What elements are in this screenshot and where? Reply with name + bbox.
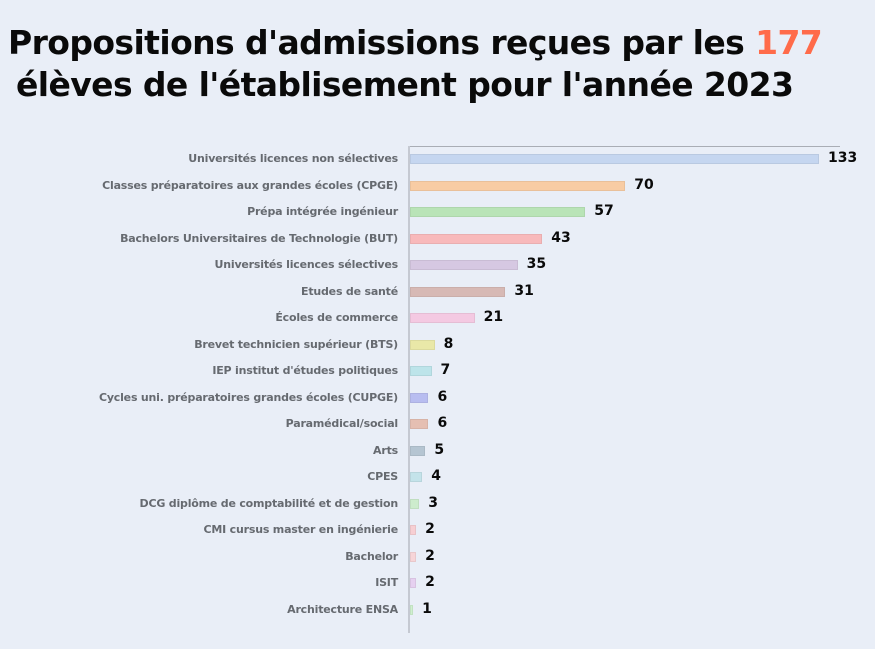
value-label: 21 bbox=[483, 309, 504, 325]
bar-row: DCG diplôme de comptabilité et de gestio… bbox=[0, 491, 875, 517]
category-label: Universités licences sélectives bbox=[214, 258, 399, 271]
category-label: CPES bbox=[367, 470, 398, 483]
bar-row: Classes préparatoires aux grandes écoles… bbox=[0, 173, 875, 199]
bar bbox=[410, 551, 417, 562]
category-label: Arts bbox=[373, 443, 398, 457]
bar-row: Bachelor 2 bbox=[0, 544, 875, 570]
bar-row: CPES 4 bbox=[0, 464, 875, 490]
bar bbox=[410, 260, 518, 270]
bar bbox=[410, 445, 426, 456]
bar bbox=[410, 525, 417, 535]
value-label: 1 bbox=[422, 600, 432, 617]
category-label: Bachelor bbox=[345, 549, 398, 563]
bar-row: ISIT 2 bbox=[0, 570, 875, 596]
value-label: 5 bbox=[434, 441, 445, 458]
category-label: Cycles uni. préparatoires grandes écoles… bbox=[98, 390, 398, 404]
category-label: Prépa intégrée ingénieur bbox=[247, 205, 398, 218]
bar bbox=[410, 154, 819, 164]
category-label: DCG diplôme de comptabilité et de gestio… bbox=[139, 496, 399, 510]
category-label: Universités licences non sélectives bbox=[188, 152, 398, 165]
value-label: 4 bbox=[431, 468, 442, 484]
value-label: 2 bbox=[425, 521, 435, 537]
category-label: IEP institut d'études politiques bbox=[212, 364, 398, 377]
category-label: Classes préparatoires aux grandes écoles… bbox=[102, 178, 398, 192]
bar-row: Écoles de commerce 21 bbox=[0, 305, 875, 331]
bar-row: Universités licences sélectives 35 bbox=[0, 252, 875, 278]
bar bbox=[410, 578, 417, 588]
bar-row: Arts 5 bbox=[0, 438, 875, 464]
title-student-count: 177 bbox=[755, 23, 823, 62]
bar bbox=[410, 419, 429, 429]
bar bbox=[410, 233, 543, 244]
value-label: 2 bbox=[425, 574, 435, 590]
bar bbox=[410, 180, 626, 191]
value-label: 70 bbox=[634, 176, 654, 193]
category-label: Écoles de commerce bbox=[275, 311, 398, 324]
value-label: 31 bbox=[514, 282, 534, 299]
value-label: 133 bbox=[828, 150, 858, 166]
bar-row: Universités licences non sélectives 133 bbox=[0, 146, 875, 172]
value-label: 2 bbox=[425, 547, 435, 564]
bar-row: Architecture ENSA 1 bbox=[0, 597, 875, 623]
title-line1: Propositions d'admissions reçues par les bbox=[8, 23, 756, 62]
chart-top-border bbox=[408, 146, 840, 147]
bar bbox=[410, 472, 423, 482]
category-label: Brevet technicien supérieur (BTS) bbox=[194, 337, 398, 351]
bar-row: IEP institut d'études politiques 7 bbox=[0, 358, 875, 384]
bar-row: Brevet technicien supérieur (BTS) 8 bbox=[0, 332, 875, 358]
value-label: 43 bbox=[551, 229, 571, 246]
bar bbox=[410, 392, 429, 403]
bar bbox=[410, 207, 586, 217]
title-line2: élèves de l'établisement pour l'année 20… bbox=[16, 65, 794, 104]
bar bbox=[410, 313, 475, 323]
value-label: 7 bbox=[440, 362, 451, 378]
bar-row: Paramédical/social 6 bbox=[0, 411, 875, 437]
category-label: Bachelors Universitaires de Technologie … bbox=[120, 231, 398, 245]
category-label: Etudes de santé bbox=[301, 284, 398, 298]
bar-row: Cycles uni. préparatoires grandes écoles… bbox=[0, 385, 875, 411]
category-label: ISIT bbox=[375, 576, 398, 589]
value-label: 35 bbox=[526, 256, 547, 272]
bar bbox=[410, 366, 432, 376]
value-label: 8 bbox=[443, 335, 454, 352]
value-label: 3 bbox=[428, 494, 438, 511]
bar bbox=[410, 339, 435, 350]
value-label: 6 bbox=[437, 415, 448, 431]
value-label: 57 bbox=[594, 203, 614, 219]
bar-row: CMI cursus master en ingénierie 2 bbox=[0, 517, 875, 543]
bar-row: Bachelors Universitaires de Technologie … bbox=[0, 226, 875, 252]
category-label: CMI cursus master en ingénierie bbox=[203, 523, 399, 536]
bar bbox=[410, 498, 420, 509]
chart-title: Propositions d'admissions reçues par les… bbox=[8, 22, 868, 106]
value-label: 6 bbox=[437, 388, 448, 405]
bar-row: Prépa intégrée ingénieur 57 bbox=[0, 199, 875, 225]
bar bbox=[410, 604, 414, 615]
y-axis-line bbox=[408, 146, 410, 633]
category-label: Paramédical/social bbox=[285, 417, 399, 430]
category-label: Architecture ENSA bbox=[287, 602, 398, 616]
bar bbox=[410, 286, 506, 297]
bar-row: Etudes de santé 31 bbox=[0, 279, 875, 305]
